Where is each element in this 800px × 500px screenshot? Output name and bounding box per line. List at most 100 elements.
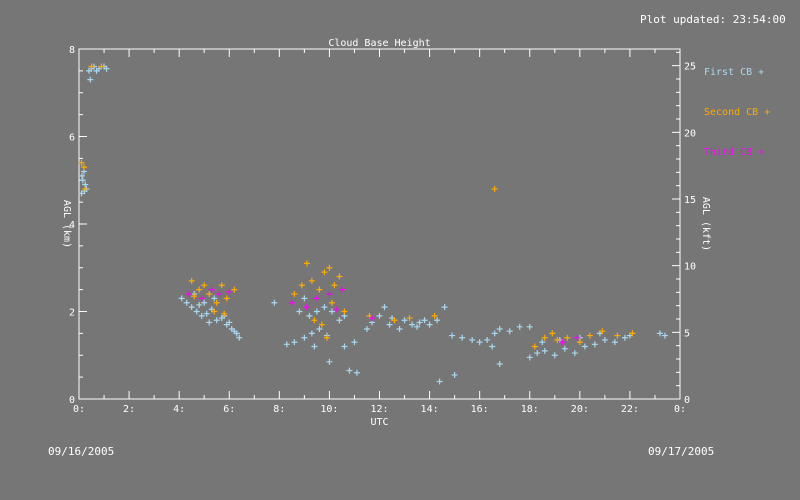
- data-point: [79, 172, 86, 179]
- data-point: [541, 347, 548, 354]
- data-point: [629, 330, 636, 337]
- plot-updated-text: Plot updated: 23:54:00: [640, 13, 786, 26]
- data-point: [313, 308, 320, 315]
- data-point: [216, 291, 223, 297]
- data-point: [326, 358, 333, 365]
- data-point: [459, 334, 466, 341]
- data-point: [88, 63, 95, 70]
- data-point: [601, 336, 608, 343]
- y2-tick-label: 15: [684, 195, 696, 206]
- data-point: [326, 291, 333, 297]
- data-point: [191, 293, 198, 300]
- data-point: [496, 361, 503, 367]
- data-point: [326, 264, 333, 271]
- data-point: [308, 277, 315, 284]
- start-date-label: 09/16/2005: [48, 445, 115, 458]
- data-point: [321, 304, 328, 311]
- data-point: [531, 343, 538, 350]
- data-point: [376, 312, 383, 319]
- y2-tick-label: 5: [684, 328, 690, 339]
- data-point: [469, 336, 476, 343]
- data-point: [318, 321, 325, 328]
- y-tick-label: 0: [69, 395, 75, 406]
- y-tick-label: 8: [69, 45, 75, 56]
- data-point: [621, 334, 628, 341]
- data-point: [271, 299, 278, 306]
- x-tick-label: 2:: [123, 404, 135, 415]
- data-point: [283, 341, 290, 348]
- legend-entry: First CB +: [704, 67, 764, 78]
- data-point: [328, 299, 335, 306]
- data-point: [386, 321, 393, 328]
- data-point: [561, 345, 568, 352]
- data-point: [198, 295, 205, 302]
- data-point: [186, 291, 193, 297]
- data-point: [554, 336, 561, 343]
- data-point: [213, 317, 220, 324]
- data-point: [311, 343, 318, 350]
- data-point: [236, 334, 243, 341]
- data-point: [301, 334, 308, 341]
- y-tick-label: 2: [69, 308, 75, 319]
- data-point: [614, 332, 621, 339]
- data-point: [183, 299, 190, 306]
- data-point: [218, 282, 225, 289]
- data-point: [193, 308, 200, 315]
- data-point: [368, 315, 375, 322]
- legend-entry: Third CB +: [704, 147, 764, 158]
- x-tick-label: 20:: [571, 404, 589, 415]
- data-point: [288, 299, 295, 306]
- data-point: [421, 317, 428, 324]
- x-tick-label: 22:: [621, 404, 639, 415]
- data-point: [353, 369, 360, 376]
- y-tick-label: 6: [69, 133, 75, 144]
- data-point: [328, 308, 335, 315]
- data-point: [203, 310, 210, 317]
- data-point: [311, 317, 318, 324]
- data-point: [381, 304, 388, 311]
- data-point: [211, 295, 218, 302]
- data-point: [78, 190, 85, 197]
- data-point: [211, 308, 218, 315]
- x-tick-label: 8:: [273, 404, 285, 415]
- data-point: [226, 319, 233, 326]
- data-point: [301, 295, 308, 302]
- data-point: [656, 330, 663, 337]
- data-point: [341, 343, 348, 350]
- data-point: [489, 343, 496, 350]
- data-point: [188, 277, 195, 284]
- data-point: [223, 295, 230, 302]
- data-point: [87, 76, 94, 83]
- data-point: [549, 330, 556, 337]
- data-point: [198, 312, 205, 319]
- y2-tick-label: 20: [684, 128, 696, 139]
- data-point: [196, 286, 203, 293]
- data-point: [591, 341, 598, 348]
- data-point: [296, 308, 303, 315]
- data-point: [506, 328, 513, 335]
- data-point: [363, 326, 370, 332]
- y-axis-label: AGL (km): [61, 200, 72, 248]
- data-point: [316, 286, 323, 293]
- data-point: [333, 306, 340, 313]
- data-point: [226, 288, 233, 295]
- data-point: [564, 334, 571, 341]
- data-point: [188, 304, 195, 311]
- data-point: [231, 286, 238, 293]
- data-point: [409, 321, 416, 328]
- data-point: [476, 339, 483, 346]
- data-point: [208, 286, 215, 293]
- data-point: [291, 339, 298, 346]
- data-point: [436, 378, 443, 385]
- data-point: [336, 317, 343, 324]
- data-point: [178, 295, 185, 302]
- data-point: [401, 317, 408, 324]
- data-point: [574, 334, 581, 341]
- data-point: [661, 332, 668, 339]
- data-point: [416, 319, 423, 326]
- data-point: [82, 186, 89, 192]
- data-point: [491, 186, 498, 192]
- chart-title: Cloud Base Height: [328, 38, 430, 49]
- data-point: [484, 336, 491, 343]
- y2-tick-label: 0: [684, 395, 690, 406]
